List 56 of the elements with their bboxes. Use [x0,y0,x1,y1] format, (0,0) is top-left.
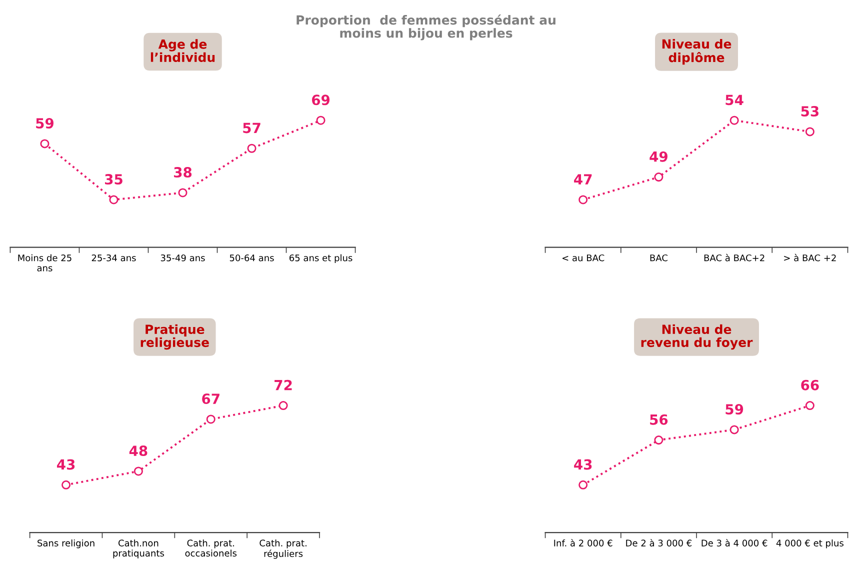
data-label: 53 [801,106,818,117]
x-tick-label: 50-64 ans [230,254,274,262]
x-tick-label: De 2 à 3 000 € [626,539,692,546]
data-label: 48 [129,446,148,456]
point [109,195,118,204]
data-label: 38 [174,167,192,178]
data-label: 59 [726,404,744,415]
point [206,414,216,424]
x-tick-label: Inf. à 2 000 € [554,539,612,546]
x-tick-label: 35-49 ans [160,254,205,262]
point [654,172,664,182]
point [805,401,814,410]
x-tick-label: Sans religion [38,539,94,548]
point [134,466,143,476]
data-label: 54 [726,94,744,106]
x-tick-label: Cath. prat. occasionels [185,539,237,557]
text: Proportion de femmes possédant au moins un bijou en perles [296,14,556,40]
chart-title: Niveau de revenu du foyer [641,324,753,350]
point [805,127,814,136]
point [654,436,664,445]
data-label: 59 [36,118,54,129]
point [62,480,71,490]
data-label: 49 [650,151,668,162]
x-tick-label: Cath. prat. réguliers [260,539,306,559]
x-tick-label: BAC [650,254,668,262]
x-tick-label: < au BAC [562,254,604,262]
x-tick-label: 25-34 ans [92,254,136,262]
data-label: 66 [801,380,819,390]
point [278,401,288,410]
data-label: 43 [574,459,592,470]
x-tick-label: 65 ans et plus [290,254,352,264]
data-label: 69 [312,94,330,106]
x-tick-label: 4 000 € et plus [776,539,844,548]
x-tick-label: De 3 à 4 000 € [702,539,768,546]
data-label: 43 [56,459,75,470]
point [178,188,188,198]
data-label: 56 [650,414,668,425]
x-tick-label: Moins de 25 ans [18,254,72,272]
point [730,116,739,125]
data-label: 57 [243,122,260,134]
chart-title: Age de l’individu [150,39,215,62]
point [40,139,50,148]
point [730,425,739,434]
x-tick-label: Cath.non pratiquants [113,539,164,558]
point [578,480,588,490]
chart-title: Pratique religieuse [140,324,209,350]
data-label: 47 [574,174,592,184]
chart-title: Niveau de diplôme [662,38,732,65]
point [247,144,256,153]
data-label: 35 [105,174,122,185]
x-tick-label: BAC à BAC+2 [704,254,764,262]
point [316,116,326,125]
point [578,195,588,204]
data-label: 67 [202,394,220,404]
x-tick-label: > à BAC +2 [784,254,836,262]
data-label: 72 [274,380,292,390]
